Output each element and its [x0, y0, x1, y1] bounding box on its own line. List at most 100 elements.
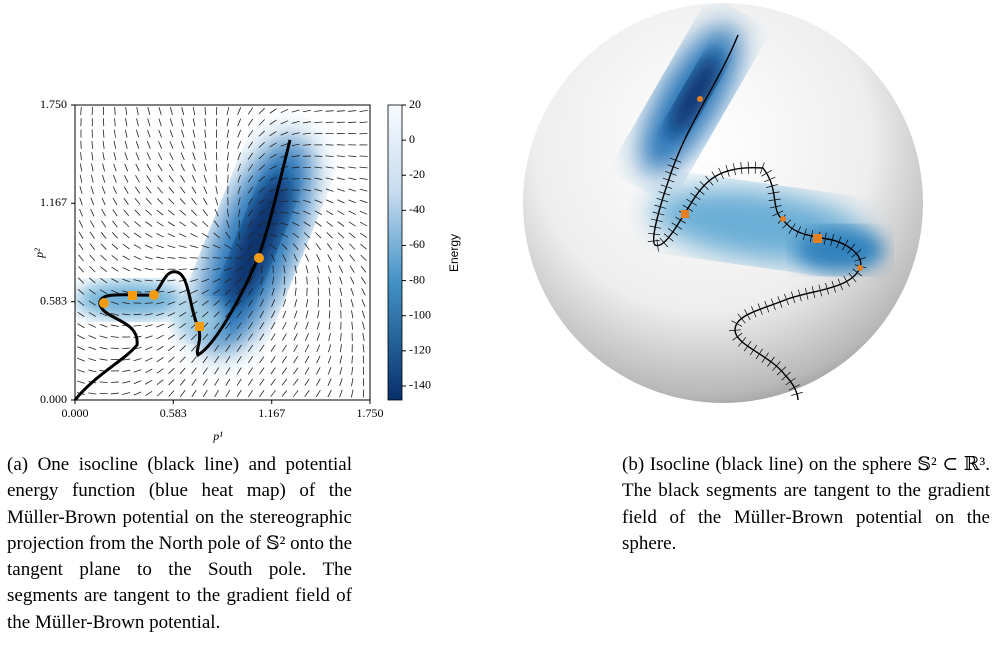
field-segment — [226, 220, 230, 228]
field-segment — [133, 279, 142, 282]
field-segment — [102, 163, 105, 172]
field-segment — [123, 186, 129, 194]
field-segment — [294, 287, 297, 296]
field-segment — [191, 389, 197, 398]
field-segment — [271, 254, 276, 262]
field-segment — [180, 163, 185, 172]
field-segment — [238, 231, 241, 240]
field-segment — [80, 106, 82, 116]
field-segment — [269, 165, 277, 170]
field-segment — [281, 344, 287, 352]
field-segment — [77, 346, 85, 351]
field-segment — [247, 130, 254, 138]
tangent-segment — [718, 167, 724, 179]
sphere-heat-map — [640, 24, 885, 272]
field-segment — [88, 312, 96, 317]
field-segment — [360, 265, 367, 273]
tangent-segment — [811, 286, 816, 299]
field-segment — [124, 129, 128, 138]
field-segment — [101, 197, 106, 206]
field-segment — [336, 188, 345, 192]
field-segment — [281, 390, 288, 397]
field-segment — [362, 344, 365, 353]
field-segment — [225, 356, 231, 364]
field-segment — [214, 356, 220, 364]
field-segment — [361, 288, 366, 296]
field-segment — [122, 255, 130, 261]
field-segment — [99, 289, 108, 295]
field-segment — [144, 302, 153, 304]
field-segment — [190, 245, 198, 249]
field-segment — [224, 288, 232, 295]
field-segment — [325, 166, 334, 169]
field-segment — [282, 299, 287, 308]
field-segment — [292, 390, 299, 397]
field-segment — [147, 129, 151, 138]
field-segment — [168, 198, 175, 205]
field-segment — [133, 324, 142, 327]
field-segment — [349, 243, 356, 250]
tangent-segment — [781, 371, 791, 381]
field-segment — [214, 208, 219, 217]
tangent-segment — [656, 239, 659, 252]
field-segment — [305, 321, 309, 330]
field-segment — [237, 141, 242, 149]
field-segment — [213, 220, 220, 228]
field-segment — [156, 390, 164, 397]
field-segment — [259, 367, 265, 375]
field-segment — [316, 333, 320, 341]
field-segment — [125, 106, 128, 116]
field-segment — [192, 118, 196, 127]
field-segment — [269, 176, 277, 181]
field-segment — [291, 132, 300, 135]
field-segment — [158, 129, 162, 138]
field-segment — [202, 311, 209, 318]
field-segment — [133, 358, 142, 362]
field-segment — [314, 221, 322, 227]
field-segment — [111, 289, 119, 294]
field-segment — [237, 129, 242, 138]
field-segment — [77, 334, 85, 340]
field-segment — [144, 256, 153, 260]
field-segment — [203, 163, 207, 172]
field-segment — [293, 356, 299, 364]
field-segment — [77, 300, 85, 306]
field-segment — [282, 321, 287, 330]
field-segment — [213, 311, 220, 318]
field-segment — [350, 287, 354, 296]
field-segment — [247, 197, 254, 205]
field-segment — [302, 188, 312, 192]
field-segment — [122, 267, 130, 272]
field-segment — [112, 220, 118, 228]
field-segment — [203, 197, 208, 206]
field-segment — [291, 155, 300, 158]
tangent-segment — [667, 164, 679, 170]
tangent-segment — [788, 384, 800, 391]
field-segment — [113, 140, 117, 149]
field-segment — [269, 153, 277, 159]
tangent-segment — [694, 186, 705, 195]
field-segment — [259, 322, 265, 330]
field-segment — [258, 153, 266, 160]
field-segment — [271, 287, 275, 296]
field-segment — [248, 254, 253, 262]
field-segment — [291, 143, 300, 147]
field-segment — [258, 187, 266, 193]
field-segment — [90, 197, 95, 206]
field-segment — [136, 118, 139, 127]
field-segment — [348, 166, 357, 169]
field-segment — [89, 231, 95, 239]
field-segment — [304, 355, 310, 364]
field-segment — [122, 232, 130, 239]
field-segment — [247, 186, 254, 194]
field-segment — [156, 323, 164, 328]
field-segment — [145, 368, 153, 374]
tangent-segment — [777, 296, 783, 308]
field-segment — [102, 129, 105, 138]
field-segment — [247, 344, 254, 352]
field-segment — [204, 118, 207, 127]
field-segment — [339, 355, 343, 364]
field-segment — [168, 379, 175, 386]
field-segment — [270, 310, 276, 319]
tangent-segment — [665, 171, 677, 176]
